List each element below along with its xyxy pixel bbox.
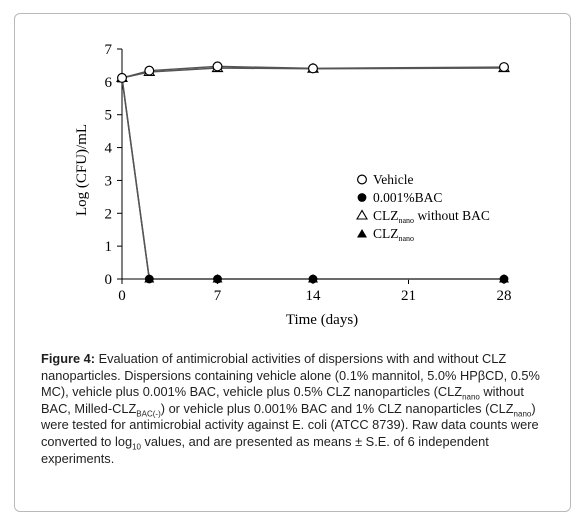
legend-item-bac: 0.001%BAC bbox=[357, 190, 442, 205]
caption-sub-4: 10 bbox=[132, 442, 141, 452]
caption-sub-3: nano bbox=[513, 409, 532, 419]
chart-tick-labels: 0 1 2 3 4 5 6 7 0 7 14 21 28 bbox=[105, 42, 512, 304]
y-tick-label-1: 1 bbox=[105, 239, 113, 255]
data-point-clznano-14 bbox=[308, 274, 318, 283]
chart-series-lines bbox=[121, 65, 505, 280]
legend-item-clz: CLZnano bbox=[357, 226, 414, 243]
x-tick-label-14: 14 bbox=[306, 288, 322, 304]
data-point-vehicle-28 bbox=[499, 62, 510, 73]
y-tick-label-0: 0 bbox=[105, 272, 113, 288]
y-axis-label: Log (CFU)/mL bbox=[74, 124, 90, 216]
data-point-vehicle-2 bbox=[144, 65, 155, 76]
legend-item-clz-without-bac: CLZnano without BAC bbox=[356, 208, 490, 225]
data-point-clznano-28 bbox=[499, 274, 509, 283]
chart: 0 1 2 3 4 5 6 7 0 7 14 21 28 Time (days) Log (CFU)/m… bbox=[74, 42, 512, 328]
legend: Vehicle 0.001%BAC CLZnano without BAC CL… bbox=[356, 172, 490, 243]
series-line-clznano bbox=[121, 77, 504, 280]
figure-caption: Figure 4: Evaluation of antimicrobial ac… bbox=[41, 351, 555, 467]
legend-label-vehicle: Vehicle bbox=[373, 172, 413, 187]
x-tick-label-28: 28 bbox=[497, 288, 512, 304]
caption-label: Figure 4: bbox=[41, 351, 96, 366]
caption-text-5: values, and are presented as means ± S.E… bbox=[41, 433, 489, 466]
y-tick-label-6: 6 bbox=[105, 75, 113, 91]
x-axis-label: Time (days) bbox=[286, 312, 358, 328]
legend-marker-vehicle bbox=[357, 174, 368, 185]
series-line-0-001-bac bbox=[121, 77, 504, 280]
caption-text-1: Evaluation of antimicrobial activities o… bbox=[41, 351, 540, 400]
x-tick-label-7: 7 bbox=[214, 288, 222, 304]
caption-sub-1: nano bbox=[462, 392, 480, 402]
data-point-vehicle-0 bbox=[116, 72, 127, 83]
legend-item-vehicle: Vehicle bbox=[357, 172, 413, 187]
data-point-clznano-7 bbox=[212, 274, 223, 283]
legend-marker-bac bbox=[357, 193, 367, 202]
chart-axes bbox=[117, 48, 505, 284]
caption-text-2: without BAC, Milled-CLZ bbox=[41, 384, 524, 416]
legend-marker-clz bbox=[357, 229, 367, 238]
legend-label-clz-without-bac: CLZnano without BAC bbox=[373, 208, 490, 225]
y-tick-label-3: 3 bbox=[105, 173, 113, 189]
y-tick-label-5: 5 bbox=[105, 108, 113, 124]
chart-series-markers bbox=[116, 61, 510, 284]
x-tick-label-21: 21 bbox=[401, 288, 416, 304]
legend-label-bac: 0.001%BAC bbox=[373, 190, 442, 205]
x-tick-label-0: 0 bbox=[118, 288, 126, 304]
y-tick-label-2: 2 bbox=[105, 206, 113, 222]
data-point-clznano-2 bbox=[144, 274, 155, 283]
legend-marker-clz-without-bac bbox=[356, 209, 368, 220]
data-point-vehicle-7 bbox=[212, 61, 223, 72]
legend-label-clz: CLZnano bbox=[373, 226, 414, 243]
caption-sub-2: BAC(-) bbox=[136, 409, 161, 419]
figure-frame bbox=[14, 13, 571, 512]
y-tick-label-7: 7 bbox=[105, 42, 113, 58]
data-point-vehicle-14 bbox=[308, 63, 319, 74]
y-tick-label-4: 4 bbox=[105, 141, 113, 157]
caption-text-3: ) or vehicle plus 0.001% BAC and 1% CLZ … bbox=[160, 400, 514, 416]
caption-text-4: ) were tested for antimicrobial activity… bbox=[41, 400, 539, 449]
